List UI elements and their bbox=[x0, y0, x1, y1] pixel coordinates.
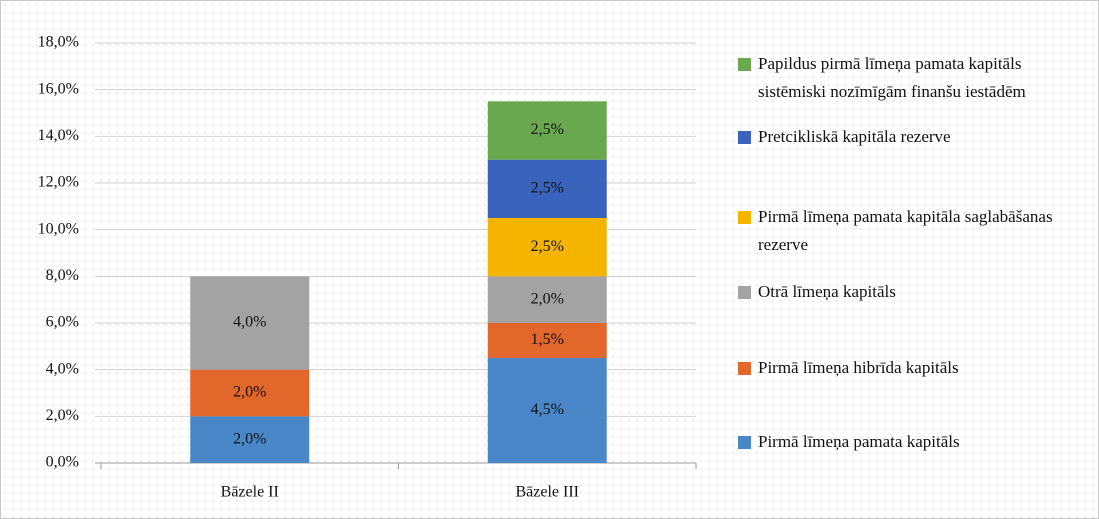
y-tick-label: 0,0% bbox=[46, 454, 79, 471]
y-tick-label: 16,0% bbox=[38, 80, 79, 97]
legend-swatch bbox=[738, 131, 751, 144]
y-tick-label: 6,0% bbox=[46, 314, 79, 331]
y-tick-label: 18,0% bbox=[38, 34, 79, 51]
y-tick-label: 4,0% bbox=[46, 360, 79, 377]
legend-label: Pirmā līmeņa pamata kapitāls bbox=[758, 432, 960, 451]
y-tick-label: 8,0% bbox=[46, 267, 79, 284]
legend-label: Pirmā līmeņa hibrīda kapitāls bbox=[758, 358, 959, 377]
value-label: 2,5% bbox=[531, 121, 564, 138]
bar-segment bbox=[190, 369, 310, 417]
legend-item: Pirmā līmeņa hibrīda kapitāls bbox=[738, 354, 1088, 382]
legend-swatch bbox=[738, 58, 751, 71]
legend-swatch bbox=[738, 436, 751, 449]
value-label: 2,5% bbox=[531, 180, 564, 197]
legend-item: Pirmā līmeņa pamata kapitāls bbox=[738, 428, 1088, 456]
bar-segment bbox=[190, 416, 310, 463]
value-label: 2,5% bbox=[531, 238, 564, 255]
legend-swatch bbox=[738, 211, 751, 224]
legend-label: Otrā līmeņa kapitāls bbox=[758, 282, 896, 301]
y-tick-label: 10,0% bbox=[38, 220, 79, 237]
value-label: 2,0% bbox=[233, 430, 266, 447]
legend-label: Papildus pirmā līmeņa pamata kapitāls si… bbox=[758, 54, 1026, 101]
x-tick-label: Bāzele III bbox=[515, 484, 579, 501]
bar-segment bbox=[487, 276, 607, 323]
legend-item: Pirmā līmeņa pamata kapitāla saglabāšana… bbox=[738, 203, 1088, 259]
legend-label: Pretcikliskā kapitāla rezerve bbox=[758, 127, 951, 146]
bar-segment bbox=[487, 358, 607, 463]
bar-segment bbox=[487, 323, 607, 358]
legend-item: Papildus pirmā līmeņa pamata kapitāls si… bbox=[738, 50, 1088, 106]
bar-segment bbox=[487, 159, 607, 218]
value-label: 4,0% bbox=[233, 314, 266, 331]
value-label: 4,5% bbox=[531, 401, 564, 418]
value-label: 2,0% bbox=[531, 290, 564, 307]
y-tick-label: 14,0% bbox=[38, 127, 79, 144]
legend-swatch bbox=[738, 362, 751, 375]
y-tick-label: 2,0% bbox=[46, 407, 79, 424]
y-tick-label: 12,0% bbox=[38, 174, 79, 191]
x-tick-label: Bāzele II bbox=[221, 484, 279, 501]
bar-segment bbox=[487, 101, 607, 160]
legend-item: Pretcikliskā kapitāla rezerve bbox=[738, 123, 1088, 151]
legend-label: Pirmā līmeņa pamata kapitāla saglabāšana… bbox=[758, 207, 1053, 254]
value-label: 1,5% bbox=[531, 331, 564, 348]
legend-swatch bbox=[738, 286, 751, 299]
legend-item: Otrā līmeņa kapitāls bbox=[738, 278, 1088, 306]
bar-segment bbox=[190, 276, 310, 370]
value-label: 2,0% bbox=[233, 384, 266, 401]
bar-segment bbox=[487, 218, 607, 277]
